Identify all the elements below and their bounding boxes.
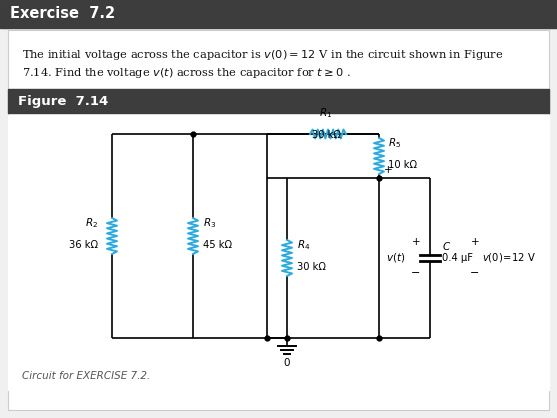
Text: Circuit for EXERCISE 7.2.: Circuit for EXERCISE 7.2. <box>22 371 150 381</box>
Text: 30 kΩ: 30 kΩ <box>297 262 326 272</box>
Bar <box>8 89 549 113</box>
Text: 0.4 μF: 0.4 μF <box>442 253 473 263</box>
Text: 7.14. Find the voltage $v(t)$ across the capacitor for $t \geq 0$ .: 7.14. Find the voltage $v(t)$ across the… <box>22 66 351 80</box>
Text: 45 kΩ: 45 kΩ <box>203 240 232 250</box>
Text: $v(0)\!=\!12$ V: $v(0)\!=\!12$ V <box>482 252 536 265</box>
Bar <box>8 115 549 390</box>
Text: 36 kΩ: 36 kΩ <box>69 240 98 250</box>
Text: Exercise  7.2: Exercise 7.2 <box>10 7 115 21</box>
Text: +: + <box>471 237 480 247</box>
Text: $R_3$: $R_3$ <box>203 216 216 230</box>
Text: 0: 0 <box>284 358 290 368</box>
Text: −: − <box>411 268 421 278</box>
Text: 10 kΩ: 10 kΩ <box>388 160 417 170</box>
Text: Figure  7.14: Figure 7.14 <box>18 94 108 107</box>
Text: $R_1$: $R_1$ <box>319 106 333 120</box>
Text: $R_5$: $R_5$ <box>388 136 401 150</box>
Text: $C$: $C$ <box>442 240 451 252</box>
Text: −: − <box>470 268 480 278</box>
Text: $R_4$: $R_4$ <box>297 238 310 252</box>
Bar <box>0 0 557 28</box>
Text: +: + <box>384 165 393 175</box>
Text: The initial voltage across the capacitor is $v(0) = 12$ V in the circuit shown i: The initial voltage across the capacitor… <box>22 48 504 62</box>
Text: 30 kΩ: 30 kΩ <box>311 130 340 140</box>
Text: $R_2$: $R_2$ <box>85 216 98 230</box>
Text: $v(t)$: $v(t)$ <box>385 252 405 265</box>
Text: +: + <box>412 237 421 247</box>
